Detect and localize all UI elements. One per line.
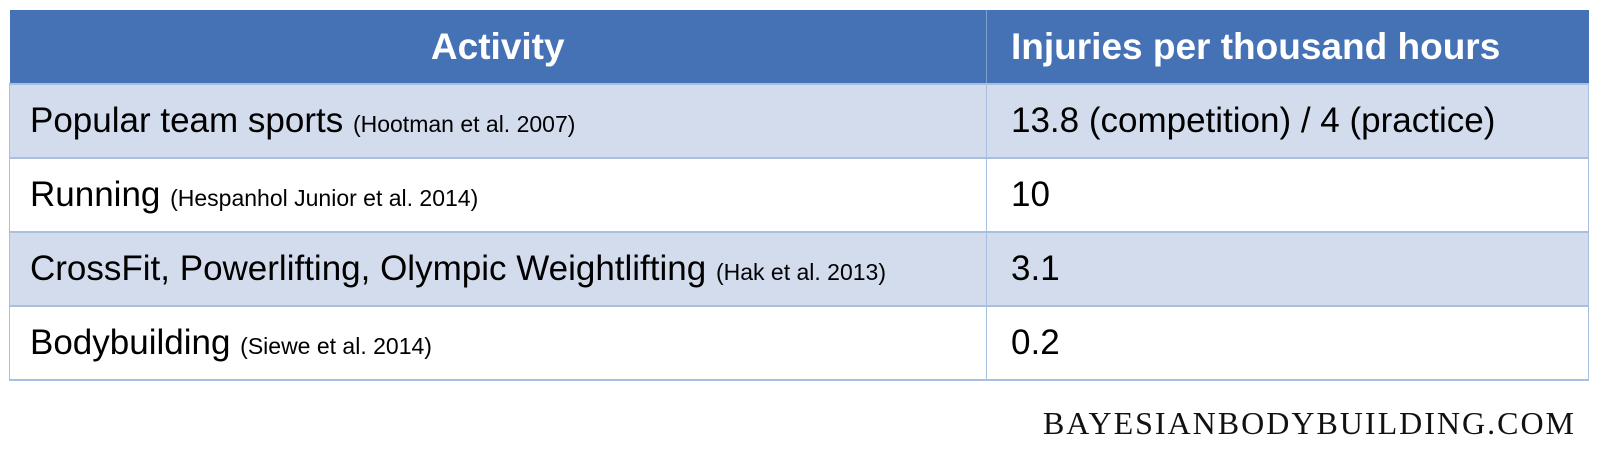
activity-cell: Popular team sports (Hootman et al. 2007… [9,83,987,158]
activity-name: Popular team sports [30,101,344,140]
table-row: Running (Hespanhol Junior et al. 2014) 1… [9,157,1589,232]
injury-rate-value: 0.2 [986,305,1589,381]
activity-cell: Running (Hespanhol Junior et al. 2014) [9,157,987,232]
injury-rate-table-container: Activity Injuries per thousand hours Pop… [9,10,1589,381]
activity-citation: (Siewe et al. 2014) [240,333,432,359]
activity-citation: (Hespanhol Junior et al. 2014) [170,185,479,211]
table-row: Bodybuilding (Siewe et al. 2014) 0.2 [9,305,1589,381]
injury-rate-table: Activity Injuries per thousand hours Pop… [9,10,1589,381]
activity-cell: CrossFit, Powerlifting, Olympic Weightli… [9,231,987,306]
site-watermark: BAYESIANBODYBUILDING.COM [1042,405,1576,441]
header-injuries: Injuries per thousand hours [986,10,1589,84]
activity-cell: Bodybuilding (Siewe et al. 2014) [9,305,987,381]
injury-rate-value: 13.8 (competition) / 4 (practice) [986,83,1589,158]
activity-citation: (Hootman et al. 2007) [352,111,576,137]
injury-rate-value: 10 [986,157,1589,232]
table-header-row: Activity Injuries per thousand hours [9,10,1589,84]
activity-name: CrossFit, Powerlifting, Olympic Weightli… [30,249,707,288]
table-row: Popular team sports (Hootman et al. 2007… [9,83,1589,158]
header-activity: Activity [9,10,987,84]
injury-rate-value: 3.1 [986,231,1589,306]
table-row: CrossFit, Powerlifting, Olympic Weightli… [9,231,1589,306]
activity-citation: (Hak et al. 2013) [715,259,886,285]
activity-name: Running [30,175,161,214]
activity-name: Bodybuilding [30,323,231,362]
